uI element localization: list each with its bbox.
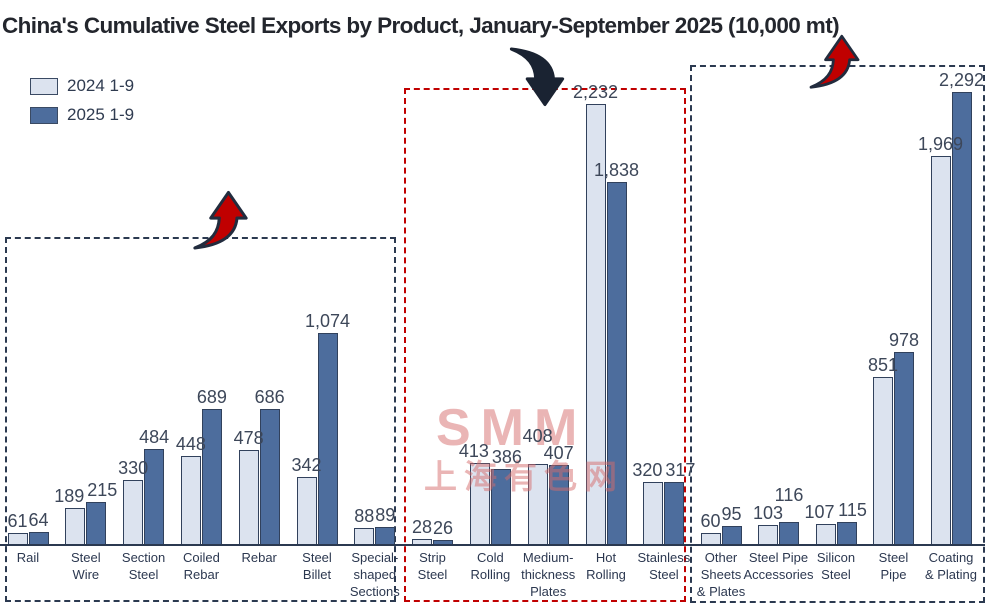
category-label: Silicon Steel [816,550,856,582]
category-label: Other Sheets & Plates [696,550,746,599]
bar-2025-special-shaped-sections [375,527,396,545]
value-label: 28 [411,517,433,537]
value-label: 386 [491,447,522,467]
category-label: Hot Rolling [586,550,626,582]
bar-2024-steel-billet [296,477,317,545]
value-label: 1,074 [304,311,351,331]
value-label: 60 [700,511,721,531]
bar-2025-coiled-rebar [201,409,222,545]
value-label: 330 [118,458,149,478]
bar-2024-stainless-steel [643,482,664,545]
group-box-long-products [5,237,396,602]
value-label: 689 [196,387,227,407]
category-label: Steel Wire [70,550,101,582]
value-label: 448 [175,434,206,454]
x-axis-line [0,544,985,546]
trend-up-arrow-group3 [809,34,860,89]
value-label: 342 [291,455,322,475]
category-label: Stainless Steel [637,550,691,582]
category-label: Medium- thickness Plates [521,550,576,599]
legend-item-2024: 2024 1-9 [30,74,134,98]
category-label: Section Steel [121,550,166,582]
value-label: 2,292 [938,70,985,90]
value-label: 317 [665,460,696,480]
bar-2024-special-shaped-sections [354,528,375,545]
category-label: Steel Billet [302,550,332,582]
value-label: 61 [7,511,28,531]
value-label: 116 [774,485,804,505]
legend-swatch-2025 [30,106,58,124]
legend: 2024 1-9 2025 1-9 [30,74,134,132]
value-label: 413 [458,441,489,461]
bar-2025-silicon-steel [836,522,857,545]
bar-2025-cold-rolling [490,469,511,545]
bar-2025-steel-billet [317,333,338,545]
trend-up-arrow-group1 [193,190,248,250]
bar-2024-silicon-steel [815,524,836,545]
value-label: 484 [139,427,170,447]
value-label: 408 [522,426,553,446]
legend-swatch-2024 [30,77,58,95]
bar-2024-medium-thickness-plates [527,464,548,545]
value-label: 103 [752,503,784,523]
bar-2025-coating-plating [951,92,972,545]
value-label: 115 [838,500,867,520]
value-label: 89 [375,505,396,525]
value-label: 26 [432,518,454,538]
value-label: 478 [233,428,264,448]
bar-2024-steel-wire [65,508,86,545]
value-label: 978 [888,330,920,350]
category-label: Special- shaped Sections [349,550,400,599]
value-label: 407 [543,443,574,463]
value-label: 189 [54,486,85,506]
category-label: Cold Rolling [470,550,511,582]
bar-2024-rebar [238,450,259,545]
bar-2024-coiled-rebar [180,456,201,545]
category-label: Rail [16,550,40,565]
value-label: 686 [254,387,285,407]
value-label: 2,232 [573,82,619,102]
value-label: 95 [721,504,742,524]
category-label: Rebar [241,550,277,565]
bar-2025-steel-pipe [894,352,914,545]
value-label: 88 [354,506,375,526]
value-label: 320 [632,460,663,480]
value-label: 64 [28,510,49,530]
value-label: 215 [87,480,118,500]
legend-label-2024: 2024 1-9 [67,76,135,95]
value-label: 107 [804,502,835,522]
legend-label-2025: 2025 1-9 [67,105,135,124]
trend-down-arrow-group2 [509,47,565,107]
value-label: 1,838 [594,160,640,180]
value-label: 851 [867,355,899,375]
bar-2025-steel-wire [86,502,107,545]
bar-2025-steel-pipe-accessories [779,522,799,545]
bar-2025-medium-thickness-plates [548,465,569,545]
legend-item-2025: 2025 1-9 [30,103,134,127]
bar-2024-steel-pipe-accessories [758,525,778,545]
category-label: Steel Pipe [878,550,909,582]
bar-2025-hot-rolling [606,182,627,545]
category-label: Coating & Plating [924,550,978,582]
bar-2025-stainless-steel [664,482,685,545]
category-label: Coiled Rebar [182,550,220,582]
bar-2024-cold-rolling [469,463,490,545]
category-label: Steel Pipe Accessories [743,550,814,582]
chart-title: China's Cumulative Steel Exports by Prod… [2,13,840,38]
category-label: Strip Steel [417,550,448,582]
value-label: 1,969 [917,134,964,154]
bar-2024-coating-plating [930,156,951,545]
